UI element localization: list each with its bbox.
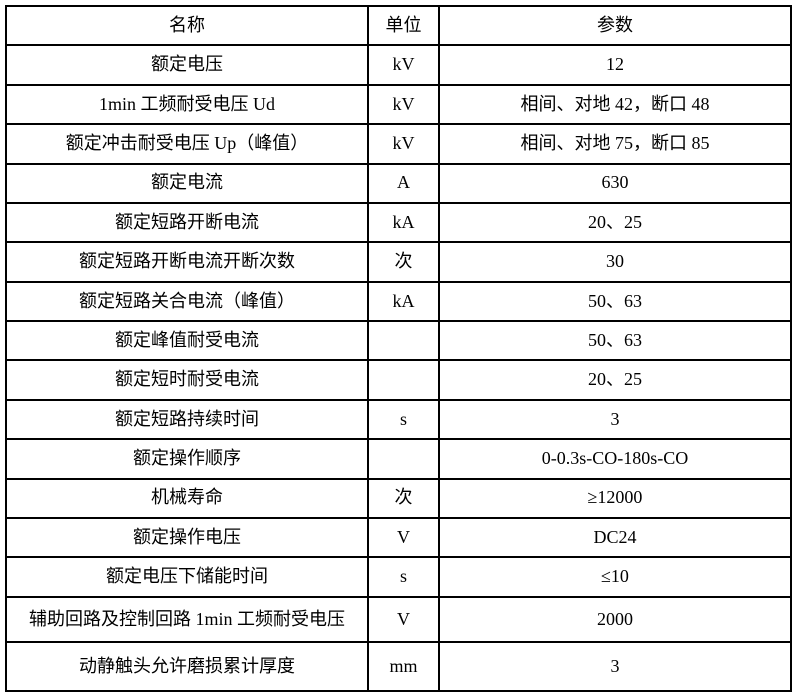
spec-unit-cell: kV (367, 123, 440, 165)
table-row: 额定峰值耐受电流 50、63 (5, 319, 792, 362)
header-row: 名称 单位 参数 (5, 4, 792, 47)
table-row: 辅助回路及控制回路 1min 工频耐受电压 V 2000 (5, 595, 792, 644)
spec-value-cell: 30 (438, 241, 792, 283)
spec-unit-cell (367, 319, 440, 362)
column-header-unit: 单位 (367, 4, 440, 47)
spec-value-cell: 3 (438, 641, 792, 692)
spec-value-cell: 2000 (438, 595, 792, 644)
table-row: 额定操作电压 V DC24 (5, 516, 792, 559)
spec-name-cell: 额定短路开断电流开断次数 (5, 241, 369, 283)
spec-value-cell: 相间、对地 42，断口 48 (438, 83, 792, 126)
table-row: 额定电流 A 630 (5, 162, 792, 204)
spec-name-cell: 1min 工频耐受电压 Ud (5, 83, 369, 126)
table-row: 额定短路持续时间 s 3 (5, 398, 792, 441)
spec-table: 名称 单位 参数 额定电压 kV 12 1min 工频耐受电压 Ud kV 相间… (5, 4, 792, 692)
table-row: 额定短路关合电流（峰值） kA 50、63 (5, 280, 792, 323)
column-header-name: 名称 (5, 4, 369, 47)
spec-unit-cell: A (367, 162, 440, 204)
spec-name-cell: 额定峰值耐受电流 (5, 319, 369, 362)
spec-value-cell: 3 (438, 398, 792, 441)
spec-name-cell: 额定电流 (5, 162, 369, 204)
table-row: 额定短时耐受电流 20、25 (5, 359, 792, 401)
table-row: 额定操作顺序 0-0.3s-CO-180s-CO (5, 438, 792, 480)
column-header-value: 参数 (438, 4, 792, 47)
spec-value-cell: 0-0.3s-CO-180s-CO (438, 438, 792, 480)
spec-value-cell: 630 (438, 162, 792, 204)
spec-name-cell: 额定短路开断电流 (5, 201, 369, 244)
spec-unit-cell: kV (367, 44, 440, 86)
spec-value-cell: 12 (438, 44, 792, 86)
table-row: 额定冲击耐受电压 Up（峰值） kV 相间、对地 75，断口 85 (5, 123, 792, 165)
spec-unit-cell: V (367, 595, 440, 644)
spec-value-cell: 50、63 (438, 280, 792, 323)
spec-name-cell: 辅助回路及控制回路 1min 工频耐受电压 (5, 595, 369, 644)
spec-name-cell: 额定操作电压 (5, 516, 369, 559)
spec-unit-cell: kA (367, 280, 440, 323)
table-row: 机械寿命 次 ≥12000 (5, 477, 792, 519)
spec-name-cell: 额定冲击耐受电压 Up（峰值） (5, 123, 369, 165)
spec-name-cell: 额定电压下储能时间 (5, 556, 369, 598)
spec-unit-cell (367, 359, 440, 401)
spec-unit-cell (367, 438, 440, 480)
spec-unit-cell: kA (367, 201, 440, 244)
spec-name-cell: 动静触头允许磨损累计厚度 (5, 641, 369, 692)
spec-name-cell: 额定操作顺序 (5, 438, 369, 480)
spec-unit-cell: V (367, 516, 440, 559)
spec-unit-cell: kV (367, 83, 440, 126)
spec-name-cell: 额定短路持续时间 (5, 398, 369, 441)
spec-value-cell: 50、63 (438, 319, 792, 362)
spec-unit-cell: 次 (367, 477, 440, 519)
spec-value-cell: ≥12000 (438, 477, 792, 519)
spec-name-cell: 额定短时耐受电流 (5, 359, 369, 401)
spec-value-cell: 20、25 (438, 359, 792, 401)
table-row: 1min 工频耐受电压 Ud kV 相间、对地 42，断口 48 (5, 83, 792, 126)
table-row: 额定电压 kV 12 (5, 44, 792, 86)
spec-unit-cell: mm (367, 641, 440, 692)
table-row: 额定电压下储能时间 s ≤10 (5, 556, 792, 598)
spec-value-cell: 相间、对地 75，断口 85 (438, 123, 792, 165)
table-row: 动静触头允许磨损累计厚度 mm 3 (5, 641, 792, 692)
spec-name-cell: 额定短路关合电流（峰值） (5, 280, 369, 323)
table-row: 额定短路开断电流开断次数 次 30 (5, 241, 792, 283)
spec-name-cell: 额定电压 (5, 44, 369, 86)
spec-value-cell: 20、25 (438, 201, 792, 244)
spec-value-cell: DC24 (438, 516, 792, 559)
spec-name-cell: 机械寿命 (5, 477, 369, 519)
spec-unit-cell: s (367, 398, 440, 441)
table-row: 额定短路开断电流 kA 20、25 (5, 201, 792, 244)
spec-unit-cell: 次 (367, 241, 440, 283)
spec-value-cell: ≤10 (438, 556, 792, 598)
spec-unit-cell: s (367, 556, 440, 598)
